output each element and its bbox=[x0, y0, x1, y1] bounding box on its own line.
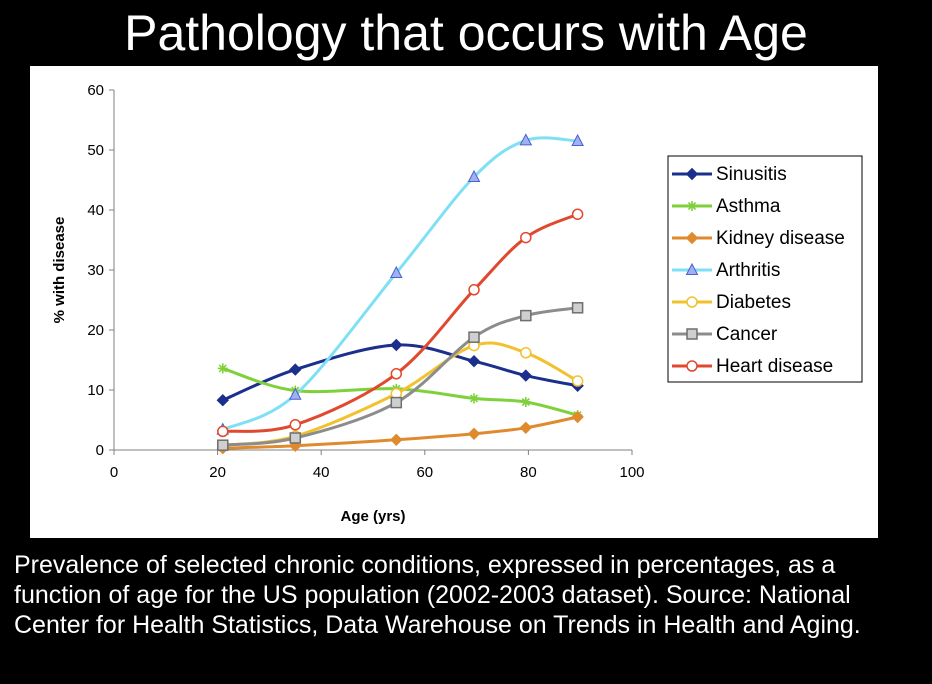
y-tick-label: 40 bbox=[87, 202, 104, 219]
legend-marker bbox=[686, 296, 698, 308]
chart-panel: 0 10 20 30 40 50 60 0 20 40 60 80 100 % with diseas… bbox=[30, 66, 878, 538]
data-point-heart-disease bbox=[289, 419, 302, 431]
data-point-kidney-disease bbox=[571, 410, 584, 424]
legend-item-heart-disease: Heart disease bbox=[672, 356, 833, 377]
y-tick-label: 10 bbox=[87, 382, 104, 399]
data-point-diabetes bbox=[571, 375, 584, 387]
data-point-sinusitis bbox=[216, 393, 229, 407]
legend-item-cancer: Cancer bbox=[672, 324, 778, 345]
x-tick-label: 80 bbox=[520, 464, 537, 481]
legend-item-asthma: Asthma bbox=[672, 196, 781, 217]
x-tick-label: 100 bbox=[619, 464, 644, 481]
data-point-sinusitis bbox=[467, 354, 481, 368]
legend-label: Kidney disease bbox=[716, 228, 845, 249]
data-point-arthritis bbox=[467, 169, 481, 182]
x-axis-label: Age (yrs) bbox=[340, 508, 405, 525]
x-tick-label: 20 bbox=[209, 464, 226, 481]
data-point-cancer bbox=[390, 396, 403, 409]
legend-marker bbox=[686, 328, 698, 340]
data-point-heart-disease bbox=[468, 284, 480, 296]
legend-marker bbox=[686, 360, 698, 372]
legend-marker bbox=[685, 167, 699, 181]
legend-label: Asthma bbox=[716, 196, 781, 217]
x-tick-label: 60 bbox=[416, 464, 433, 481]
data-point-heart-disease bbox=[520, 231, 532, 244]
caption: Prevalence of selected chronic condition… bbox=[14, 551, 861, 639]
data-point-sinusitis bbox=[390, 338, 403, 352]
data-point-sinusitis bbox=[289, 363, 302, 376]
data-point-cancer bbox=[520, 309, 532, 322]
y-ticks: 0 10 20 30 40 50 60 bbox=[87, 82, 114, 459]
data-point-arthritis bbox=[288, 387, 302, 400]
data-point-cancer bbox=[468, 331, 480, 343]
legend-item-arthritis: Arthritis bbox=[672, 260, 780, 281]
data-point-asthma bbox=[520, 397, 531, 407]
slide-title: Pathology that occurs with Age bbox=[124, 5, 808, 61]
data-point-sinusitis bbox=[519, 369, 533, 382]
y-tick-label: 50 bbox=[87, 142, 104, 159]
data-point-cancer bbox=[571, 302, 584, 314]
legend-label: Heart disease bbox=[716, 356, 833, 377]
data-point-heart-disease bbox=[571, 208, 584, 220]
legend-items: Sinusitis Asthma Kidney disease Arthritis Di… bbox=[672, 164, 845, 377]
data-point-kidney-disease bbox=[519, 421, 533, 435]
y-axis-label: % with disease bbox=[51, 217, 68, 324]
legend-label: Cancer bbox=[716, 324, 778, 345]
data-point-heart-disease bbox=[217, 425, 229, 438]
y-tick-label: 60 bbox=[87, 82, 104, 99]
legend-marker bbox=[685, 231, 699, 245]
legend-item-sinusitis: Sinusitis bbox=[672, 164, 787, 185]
data-point-arthritis bbox=[389, 265, 403, 278]
series-markers bbox=[216, 133, 584, 455]
series-line-kidney-disease bbox=[221, 415, 580, 450]
y-tick-label: 30 bbox=[87, 262, 104, 279]
y-tick-label: 20 bbox=[87, 322, 104, 339]
x-ticks: 0 20 40 60 80 100 bbox=[110, 450, 645, 481]
x-tick-label: 40 bbox=[313, 464, 330, 481]
legend: Sinusitis Asthma Kidney disease Arthritis Di… bbox=[667, 155, 863, 383]
legend-label: Arthritis bbox=[716, 260, 780, 281]
data-point-heart-disease bbox=[390, 368, 403, 380]
legend-label: Diabetes bbox=[716, 292, 791, 313]
data-point-kidney-disease bbox=[390, 433, 403, 447]
data-point-cancer bbox=[217, 439, 229, 451]
legend-item-diabetes: Diabetes bbox=[672, 292, 791, 313]
legend-item-kidney-disease: Kidney disease bbox=[672, 228, 845, 249]
data-point-arthritis bbox=[571, 133, 584, 146]
y-tick-label: 0 bbox=[96, 442, 104, 459]
data-point-arthritis bbox=[519, 133, 533, 146]
data-point-kidney-disease bbox=[467, 427, 481, 441]
data-point-cancer bbox=[289, 432, 302, 444]
data-point-asthma bbox=[469, 393, 480, 404]
line-chart: 0 10 20 30 40 50 60 0 20 40 60 80 100 % with diseas… bbox=[51, 82, 863, 525]
data-point-diabetes bbox=[520, 347, 532, 359]
legend-label: Sinusitis bbox=[716, 164, 787, 185]
plot-area: 0 10 20 30 40 50 60 0 20 40 60 80 100 bbox=[87, 82, 644, 481]
x-tick-label: 0 bbox=[110, 464, 118, 481]
legend-marker bbox=[685, 262, 699, 275]
legend-marker bbox=[687, 201, 697, 211]
data-point-asthma bbox=[217, 363, 228, 374]
